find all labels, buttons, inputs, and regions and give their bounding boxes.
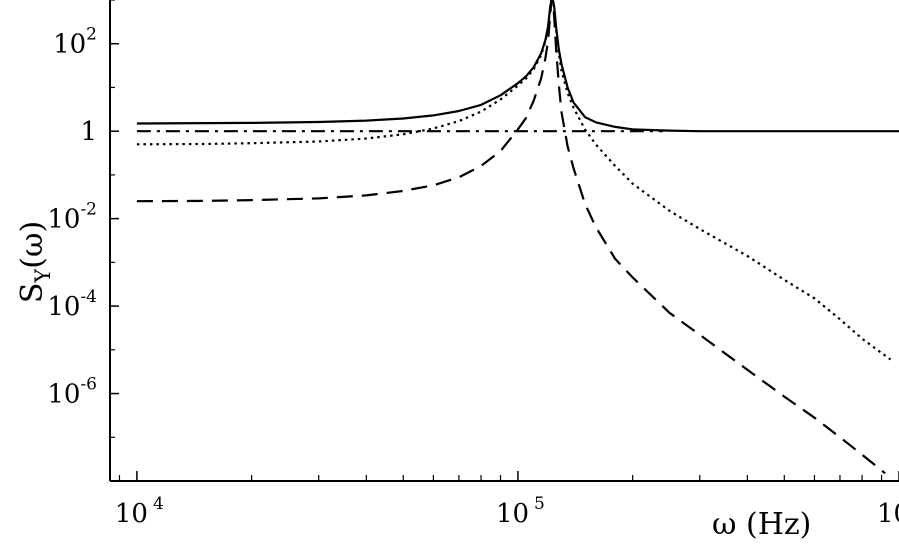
x-axis-title: ω (Hz) <box>712 507 811 542</box>
y-tick-label: 10-6 <box>47 375 97 410</box>
series-line-solid <box>136 0 899 133</box>
x-tick-label: 10 4 <box>115 494 164 529</box>
y-axis-title: SY(ω) <box>15 221 55 303</box>
x-tick-label: 106 <box>877 494 899 529</box>
y-tick-label: 10-2 <box>47 200 97 235</box>
y-axis-title-base: S <box>15 283 50 304</box>
series-layer <box>136 0 899 475</box>
y-tick-label: 102 <box>53 25 97 60</box>
x-tick-label: 10 5 <box>496 494 545 529</box>
series-line-dashed <box>136 0 886 475</box>
axes-layer <box>109 0 899 482</box>
ticks-layer: 102 1 10-2 10-4 10-6 104 105 106 <box>47 0 899 529</box>
y-tick-label: 1 <box>80 117 97 147</box>
series-line-dotted <box>136 0 892 361</box>
labels-layer: ω (Hz) SY(ω) <box>15 221 811 542</box>
y-axis-title-sub: Y <box>31 268 55 284</box>
y-tick-label: 10-4 <box>47 287 97 322</box>
y-axis-title-arg: (ω) <box>15 221 50 269</box>
